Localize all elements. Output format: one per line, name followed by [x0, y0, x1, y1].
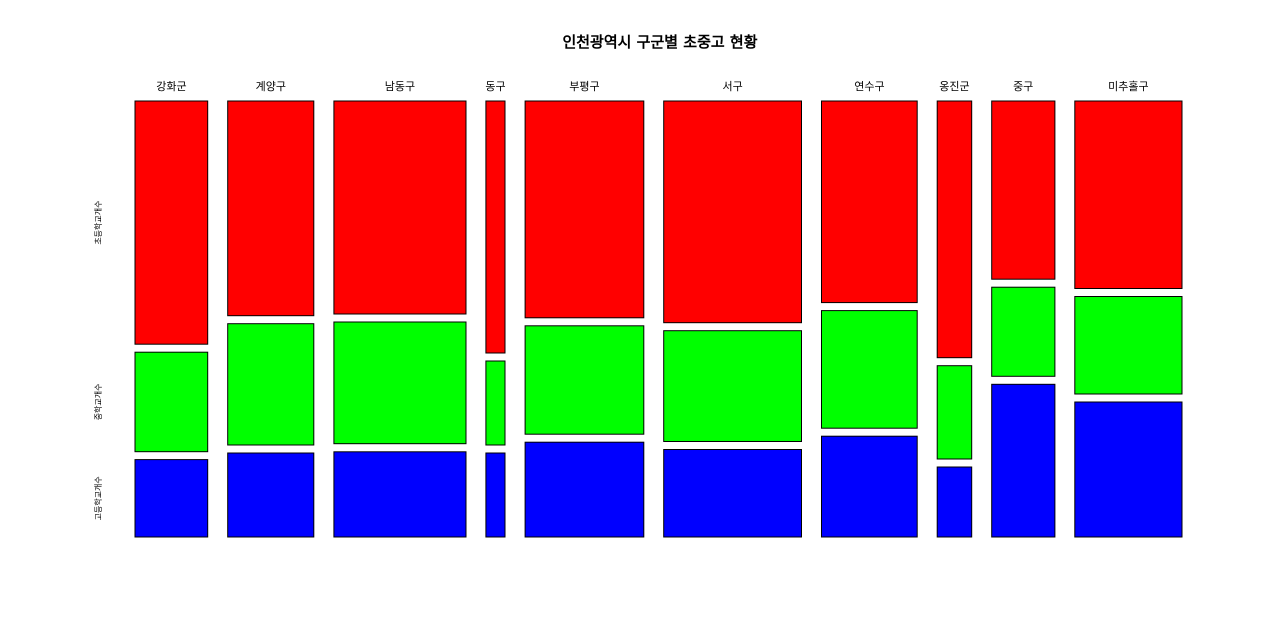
category-label: 동구 — [485, 80, 505, 93]
mosaic-tile — [134, 100, 209, 345]
mosaic-tile — [333, 451, 467, 538]
category-label: 부평구 — [569, 80, 599, 93]
mosaic-tile — [936, 466, 973, 538]
mosaic-tile — [524, 325, 645, 435]
mosaic-tile — [821, 100, 918, 304]
mosaic-tile — [663, 449, 803, 538]
mosaic-tile — [936, 365, 973, 460]
mosaic-tiles — [134, 100, 1183, 538]
category-label: 중구 — [1013, 80, 1033, 93]
mosaic-tile — [227, 452, 315, 538]
mosaic-tile — [1074, 401, 1183, 538]
mosaic-tile — [821, 435, 918, 538]
category-label: 서구 — [722, 80, 742, 93]
category-label: 계양구 — [256, 80, 286, 93]
category-label: 미추홀구 — [1108, 80, 1148, 93]
mosaic-tile — [134, 351, 209, 453]
mosaic-tile — [991, 383, 1056, 538]
mosaic-tile — [485, 452, 506, 538]
category-label: 남동구 — [385, 80, 415, 93]
mosaic-tile — [821, 310, 918, 429]
mosaic-tile — [1074, 296, 1183, 395]
mosaic-tile — [227, 100, 315, 317]
category-labels: 강화군 계양구 남동구 동구 부평구 서구 연수구 옹진군 중구 미추홀구 — [156, 80, 1148, 93]
mosaic-tile — [333, 321, 467, 445]
category-label: 옹진군 — [939, 80, 969, 93]
mosaic-tile — [227, 323, 315, 446]
category-label: 연수구 — [854, 80, 884, 93]
mosaic-tile — [991, 286, 1056, 377]
chart-title: 인천광역시 구군별 초중고 현황 — [562, 33, 757, 51]
mosaic-tile — [663, 330, 803, 443]
series-label: 중학교개수 — [93, 383, 103, 420]
mosaic-tile — [485, 100, 506, 354]
mosaic-tile — [1074, 100, 1183, 289]
series-label: 초등학교개수 — [93, 201, 103, 245]
mosaic-tile — [524, 441, 645, 538]
mosaic-tile — [485, 360, 506, 446]
mosaic-tile — [663, 100, 803, 324]
mosaic-tile — [991, 100, 1056, 280]
series-label: 고등학교개수 — [93, 476, 103, 520]
mosaic-tile — [134, 459, 209, 538]
category-label: 강화군 — [156, 80, 186, 93]
mosaic-tile — [333, 100, 467, 315]
mosaic-tile — [936, 100, 973, 359]
mosaic-tile — [524, 100, 645, 319]
